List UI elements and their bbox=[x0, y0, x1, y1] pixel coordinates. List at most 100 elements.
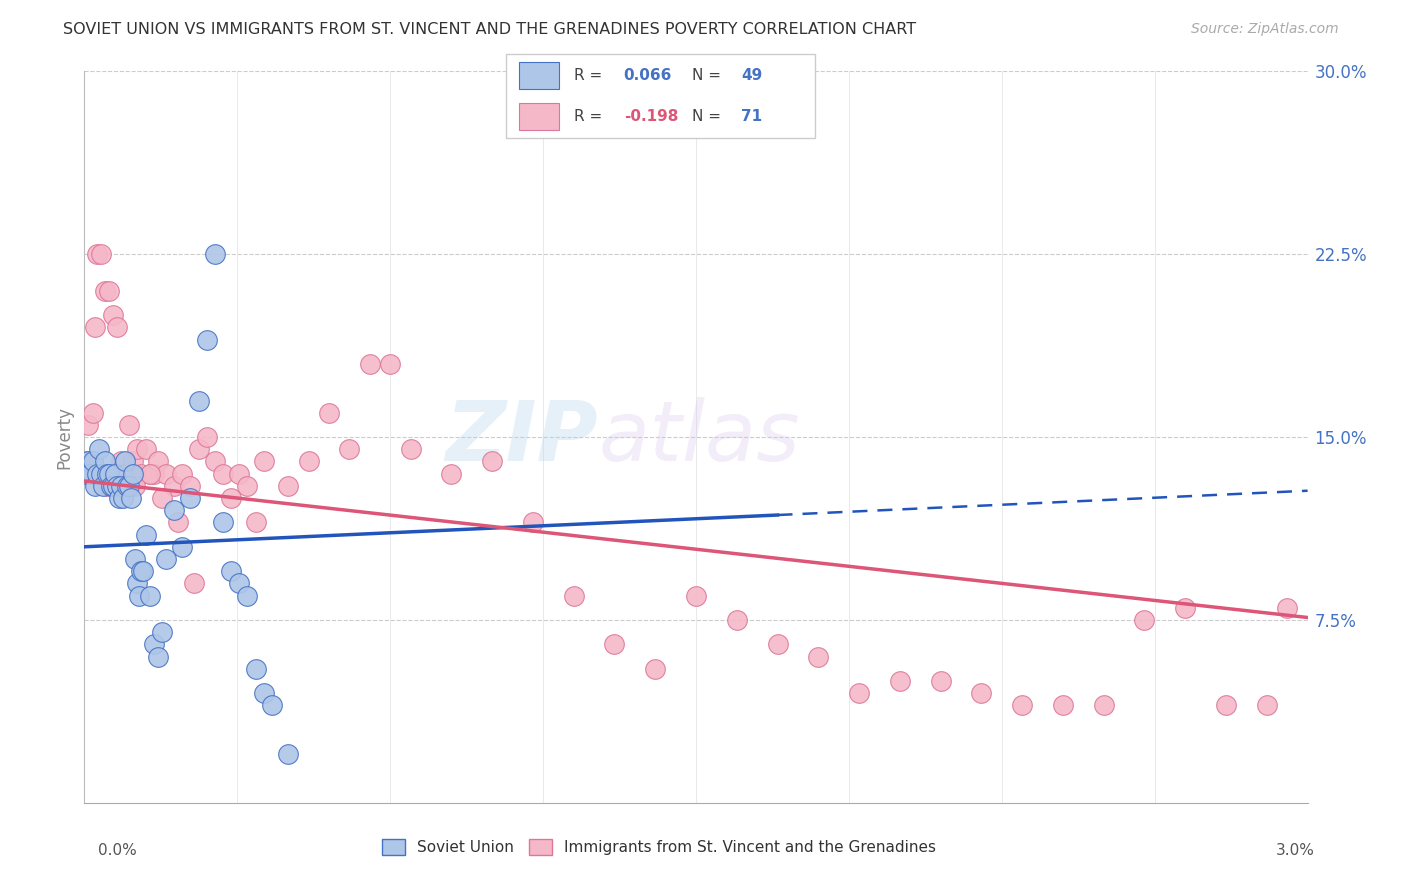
Point bbox=[219, 564, 242, 578]
Point bbox=[75, 454, 97, 468]
Point bbox=[889, 673, 911, 688]
Legend: Soviet Union, Immigrants from St. Vincent and the Grenadines: Soviet Union, Immigrants from St. Vincen… bbox=[375, 833, 942, 861]
Point bbox=[104, 467, 127, 481]
Text: 0.066: 0.066 bbox=[624, 68, 672, 83]
Point bbox=[82, 454, 104, 468]
Point bbox=[131, 564, 153, 578]
Point bbox=[167, 516, 190, 530]
Point bbox=[93, 284, 117, 298]
Point bbox=[1052, 698, 1074, 713]
Text: 3.0%: 3.0% bbox=[1275, 843, 1315, 858]
Point bbox=[90, 247, 112, 261]
Text: R =: R = bbox=[574, 109, 607, 124]
Point bbox=[179, 491, 201, 505]
Point bbox=[90, 467, 112, 481]
Point bbox=[79, 467, 101, 481]
Point bbox=[91, 479, 114, 493]
Point bbox=[204, 454, 226, 468]
Point bbox=[318, 406, 340, 420]
Point bbox=[131, 467, 153, 481]
Point bbox=[163, 503, 186, 517]
Point bbox=[82, 406, 104, 420]
Point bbox=[245, 516, 267, 530]
Point bbox=[96, 479, 118, 493]
Point bbox=[766, 637, 789, 651]
Text: R =: R = bbox=[574, 68, 607, 83]
Point bbox=[277, 747, 299, 761]
Point bbox=[685, 589, 707, 603]
FancyBboxPatch shape bbox=[519, 103, 558, 130]
Point bbox=[86, 467, 108, 481]
Point bbox=[118, 479, 141, 493]
Point bbox=[100, 479, 122, 493]
Point bbox=[219, 491, 242, 505]
Point bbox=[138, 467, 160, 481]
Point bbox=[603, 637, 626, 651]
Point bbox=[440, 467, 463, 481]
Point bbox=[204, 247, 226, 261]
Point bbox=[970, 686, 993, 700]
Point bbox=[135, 442, 157, 457]
Point bbox=[96, 467, 118, 481]
Point bbox=[228, 576, 250, 591]
Point bbox=[183, 576, 205, 591]
Point bbox=[848, 686, 870, 700]
Point bbox=[127, 442, 149, 457]
Point bbox=[339, 442, 361, 457]
Text: N =: N = bbox=[692, 68, 725, 83]
Point bbox=[155, 467, 177, 481]
Point bbox=[87, 442, 110, 457]
Point bbox=[142, 467, 165, 481]
Text: ZIP: ZIP bbox=[446, 397, 598, 477]
Point bbox=[93, 454, 117, 468]
Point bbox=[146, 649, 169, 664]
Point bbox=[163, 479, 186, 493]
Point bbox=[83, 320, 105, 334]
Point bbox=[86, 247, 108, 261]
Point bbox=[108, 479, 131, 493]
Y-axis label: Poverty: Poverty bbox=[55, 406, 73, 468]
Text: SOVIET UNION VS IMMIGRANTS FROM ST. VINCENT AND THE GRENADINES POVERTY CORRELATI: SOVIET UNION VS IMMIGRANTS FROM ST. VINC… bbox=[63, 22, 917, 37]
Point bbox=[1277, 600, 1299, 615]
Text: 0.0%: 0.0% bbox=[98, 843, 138, 858]
Text: Source: ZipAtlas.com: Source: ZipAtlas.com bbox=[1191, 22, 1339, 37]
Point bbox=[112, 491, 135, 505]
Point bbox=[481, 454, 503, 468]
Point bbox=[122, 467, 145, 481]
Point bbox=[228, 467, 250, 481]
Point bbox=[359, 357, 381, 371]
Point bbox=[245, 662, 267, 676]
Point bbox=[127, 576, 149, 591]
Point bbox=[101, 479, 124, 493]
Point bbox=[212, 467, 235, 481]
Point bbox=[135, 527, 157, 541]
Point bbox=[128, 589, 150, 603]
Point bbox=[105, 479, 128, 493]
Point bbox=[1174, 600, 1197, 615]
Point bbox=[105, 320, 128, 334]
Point bbox=[253, 686, 276, 700]
Point bbox=[86, 467, 108, 481]
Point bbox=[172, 540, 194, 554]
Point bbox=[236, 479, 259, 493]
Point bbox=[399, 442, 422, 457]
Point bbox=[79, 467, 101, 481]
Point bbox=[97, 467, 120, 481]
Point bbox=[807, 649, 830, 664]
Point bbox=[146, 454, 169, 468]
Point bbox=[142, 637, 165, 651]
Text: -0.198: -0.198 bbox=[624, 109, 678, 124]
Point bbox=[172, 467, 194, 481]
Point bbox=[380, 357, 402, 371]
Point bbox=[124, 479, 146, 493]
Text: N =: N = bbox=[692, 109, 725, 124]
Point bbox=[122, 454, 145, 468]
Point bbox=[236, 589, 259, 603]
Point bbox=[114, 467, 136, 481]
Point bbox=[644, 662, 666, 676]
Point bbox=[110, 479, 132, 493]
Point bbox=[195, 333, 218, 347]
Point bbox=[155, 552, 177, 566]
Point bbox=[75, 467, 97, 481]
Point bbox=[1011, 698, 1033, 713]
